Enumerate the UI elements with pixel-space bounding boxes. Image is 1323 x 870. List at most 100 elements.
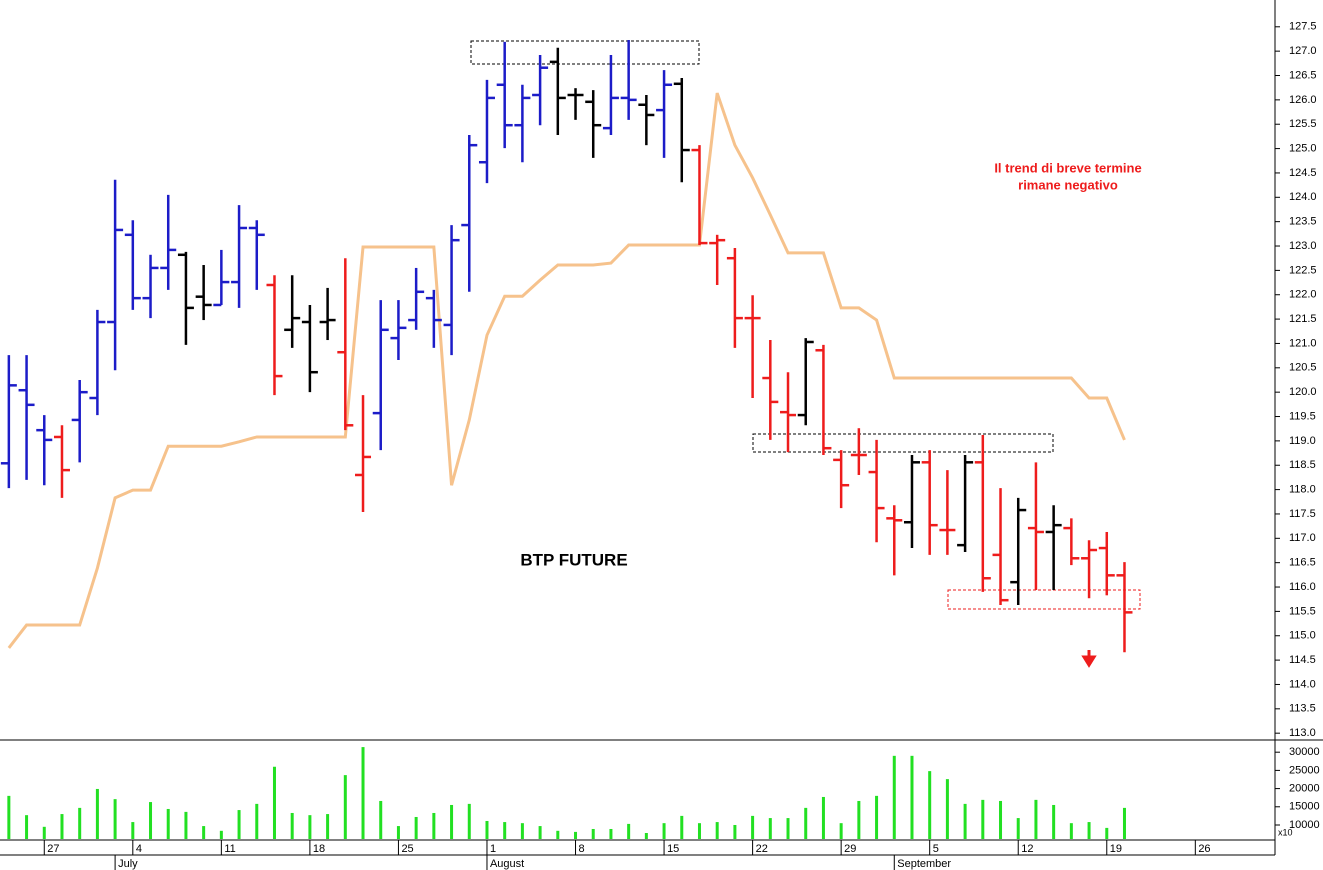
y-tick-label: 121.0	[1289, 337, 1317, 349]
x-tick-label: 26	[1198, 843, 1210, 855]
x-tick-label: 29	[844, 843, 856, 855]
y-tick-label: 126.0	[1289, 94, 1317, 106]
volume-bar	[981, 799, 985, 839]
y-tick-label: 113.0	[1289, 727, 1316, 739]
volume-bar	[432, 812, 436, 839]
y-tick-label: 116.5	[1289, 557, 1316, 569]
volume-bar	[875, 795, 879, 839]
volume-bar	[556, 830, 560, 839]
volume-bar	[538, 826, 542, 839]
x-tick-label: 1	[490, 843, 496, 855]
x-tick-label: 11	[224, 843, 235, 855]
volume-bar	[219, 830, 223, 839]
y-tick-label: 123.5	[1289, 216, 1317, 228]
volume-bar	[609, 828, 613, 839]
volume-bar	[945, 779, 949, 839]
volume-bar	[379, 800, 383, 839]
volume-bar	[804, 807, 808, 839]
volume-bar	[95, 788, 99, 839]
volume-bar	[1105, 827, 1109, 839]
x-tick-label: 19	[1110, 843, 1122, 855]
y-tick-label: 116.0	[1289, 581, 1316, 593]
volume-bar	[1069, 823, 1073, 839]
y-tick-label: 25000	[1289, 764, 1320, 776]
y-tick-label: 115.5	[1289, 605, 1316, 617]
volume-bar	[290, 812, 294, 839]
volume-bar	[910, 755, 914, 839]
volume-bar	[574, 831, 578, 839]
volume-bar	[78, 807, 82, 839]
y-tick-label: 15000	[1289, 801, 1320, 813]
x-tick-label: 27	[47, 843, 59, 855]
volume-bar	[25, 815, 29, 839]
y-tick-label: 119.0	[1289, 435, 1316, 447]
volume-bar	[113, 799, 117, 839]
volume-bar	[928, 771, 932, 839]
volume-bar	[42, 826, 46, 839]
month-label: September	[897, 858, 951, 870]
x-tick-label: 12	[1021, 843, 1033, 855]
volume-bar	[414, 816, 418, 839]
y-tick-label: 125.0	[1289, 142, 1317, 154]
volume-bar	[503, 822, 507, 839]
volume-bar	[1087, 822, 1091, 839]
volume-bar	[963, 803, 967, 839]
volume-bar	[768, 818, 772, 839]
y-tick-label: 124.0	[1289, 191, 1317, 203]
volume-bar	[715, 822, 719, 839]
volume-bar	[697, 823, 701, 839]
volume-bar	[786, 818, 790, 839]
y-tick-label: 114.0	[1289, 678, 1316, 690]
volume-bar	[149, 802, 153, 839]
volume-bar	[733, 824, 737, 839]
volume-bar	[361, 747, 365, 839]
month-label: July	[118, 858, 138, 870]
annotation: Il trend di breve termine	[994, 160, 1141, 175]
chart-title: BTP FUTURE	[520, 550, 627, 569]
y-tick-label: 122.5	[1289, 264, 1317, 276]
volume-bar	[751, 815, 755, 839]
y-tick-label: 118.5	[1289, 459, 1316, 471]
volume-bar	[202, 826, 206, 839]
volume-bar	[166, 808, 170, 839]
volume-bar	[892, 755, 896, 839]
volume-bar	[1016, 818, 1020, 839]
range-box	[470, 40, 700, 65]
volume-bar	[1122, 807, 1126, 839]
y-tick-label: 127.5	[1289, 21, 1317, 33]
x-tick-label: 5	[933, 843, 939, 855]
y-tick-label: 117.0	[1289, 532, 1316, 544]
x-tick-label: 18	[313, 843, 325, 855]
volume-bar	[662, 823, 666, 839]
volume-bar	[7, 795, 11, 839]
y-tick-label: 122.0	[1289, 289, 1317, 301]
y-tick-label: 30000	[1289, 746, 1320, 758]
volume-bar	[272, 766, 276, 839]
volume-bar	[520, 823, 524, 839]
volume-bar	[450, 804, 454, 839]
volume-bar	[396, 826, 400, 839]
y-tick-label: 119.5	[1289, 410, 1316, 422]
x-tick-label: 22	[756, 843, 768, 855]
y-tick-label: 114.5	[1289, 654, 1316, 666]
volume-bar	[485, 820, 489, 839]
y-tick-label: 10000	[1289, 819, 1320, 831]
range-box	[752, 433, 1054, 453]
x-tick-label: 15	[667, 843, 679, 855]
volume-bar	[591, 828, 595, 839]
y-tick-label: 125.5	[1289, 118, 1317, 130]
range-box	[947, 589, 1141, 610]
volume-bar	[237, 810, 241, 839]
down-arrow	[1081, 650, 1097, 668]
volume-bar	[255, 803, 259, 839]
volume-bar	[60, 814, 64, 839]
volume-bar	[644, 832, 648, 839]
volume-bar	[308, 815, 312, 839]
scale-label: x10	[1278, 827, 1293, 837]
x-tick-label: 4	[136, 843, 142, 855]
x-tick-label: 8	[579, 843, 585, 855]
volume-bar	[857, 800, 861, 839]
y-tick-label: 115.0	[1289, 630, 1316, 642]
x-tick-label: 25	[401, 843, 413, 855]
